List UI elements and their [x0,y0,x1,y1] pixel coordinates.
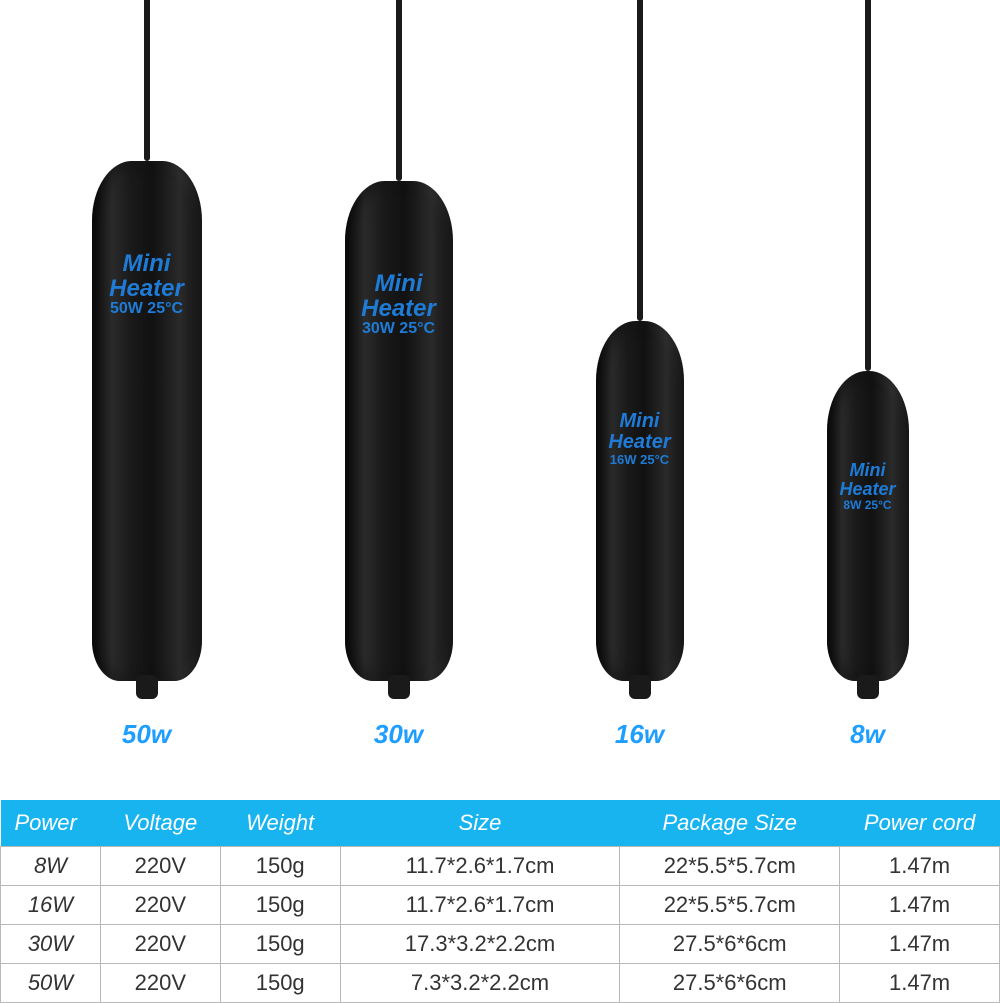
table-cell: 27.5*6*6cm [620,964,840,1003]
table-cell: 1.47m [840,847,1000,886]
table-cell: 11.7*2.6*1.7cm [340,847,620,886]
product-30w: MiniHeater30W 25°C 30w [345,0,453,750]
brand-line2: Heater [109,276,184,301]
col-power-cord: Power cord [840,800,1000,847]
table-cell: 150g [220,847,340,886]
device-wrap: MiniHeater50W 25°C [92,0,202,681]
power-cord [144,0,150,161]
col-power: Power [1,800,101,847]
device-wrap: MiniHeater16W 25°C [596,0,684,681]
product-50w: MiniHeater50W 25°C 50w [92,0,202,750]
table-cell: 50W [1,964,101,1003]
brand-line1: Mini [361,271,436,296]
power-cord [396,0,402,181]
heater-label: MiniHeater50W 25°C [109,251,184,318]
table-row: 30W220V150g17.3*3.2*2.2cm27.5*6*6cm1.47m [1,925,1000,964]
table-cell: 30W [1,925,101,964]
table-cell: 220V [100,847,220,886]
table-cell: 27.5*6*6cm [620,925,840,964]
brand-line2: Heater [361,296,436,321]
brand-line3: 16W 25°C [608,453,670,467]
brand-line3: 50W 25°C [109,301,184,318]
table-cell: 150g [220,925,340,964]
wattage-caption: 16w [615,719,664,750]
table-cell: 7.3*3.2*2.2cm [340,964,620,1003]
power-cord [637,0,643,321]
heater-label: MiniHeater16W 25°C [608,411,670,467]
table-cell: 22*5.5*5.7cm [620,847,840,886]
table-row: 16W220V150g11.7*2.6*1.7cm22*5.5*5.7cm1.4… [1,886,1000,925]
spec-table: PowerVoltageWeightSizePackage SizePower … [0,800,1000,1003]
table-cell: 1.47m [840,886,1000,925]
heater-body: MiniHeater30W 25°C [345,181,453,681]
brand-line3: 30W 25°C [361,321,436,338]
device-wrap: MiniHeater8W 25°C [827,0,909,681]
table-cell: 220V [100,964,220,1003]
table-cell: 220V [100,886,220,925]
table-cell: 17.3*3.2*2.2cm [340,925,620,964]
table-row: 50W220V150g7.3*3.2*2.2cm27.5*6*6cm1.47m [1,964,1000,1003]
table-cell: 8W [1,847,101,886]
table-cell: 1.47m [840,925,1000,964]
heater-label: MiniHeater8W 25°C [839,461,895,511]
col-package-size: Package Size [620,800,840,847]
col-voltage: Voltage [100,800,220,847]
table-cell: 150g [220,964,340,1003]
wattage-caption: 30w [374,719,423,750]
table-cell: 220V [100,925,220,964]
device-wrap: MiniHeater30W 25°C [345,0,453,681]
heater-body: MiniHeater8W 25°C [827,371,909,681]
heater-label: MiniHeater30W 25°C [361,271,436,338]
heater-body: MiniHeater50W 25°C [92,161,202,681]
brand-line1: Mini [109,251,184,276]
wattage-caption: 8w [850,719,885,750]
table-row: 8W220V150g11.7*2.6*1.7cm22*5.5*5.7cm1.47… [1,847,1000,886]
brand-line1: Mini [608,411,670,432]
power-cord [865,0,871,371]
table-cell: 16W [1,886,101,925]
brand-line3: 8W 25°C [839,499,895,512]
brand-line2: Heater [839,480,895,499]
table-cell: 150g [220,886,340,925]
product-8w: MiniHeater8W 25°C 8w [827,0,909,750]
brand-line1: Mini [839,461,895,480]
col-weight: Weight [220,800,340,847]
brand-line2: Heater [608,432,670,453]
product-16w: MiniHeater16W 25°C 16w [596,0,684,750]
wattage-caption: 50w [122,719,171,750]
heater-body: MiniHeater16W 25°C [596,321,684,681]
table-cell: 11.7*2.6*1.7cm [340,886,620,925]
table-cell: 1.47m [840,964,1000,1003]
table-cell: 22*5.5*5.7cm [620,886,840,925]
spec-header-row: PowerVoltageWeightSizePackage SizePower … [1,800,1000,847]
product-lineup: MiniHeater50W 25°C50wMiniHeater30W 25°C3… [0,0,1000,795]
col-size: Size [340,800,620,847]
